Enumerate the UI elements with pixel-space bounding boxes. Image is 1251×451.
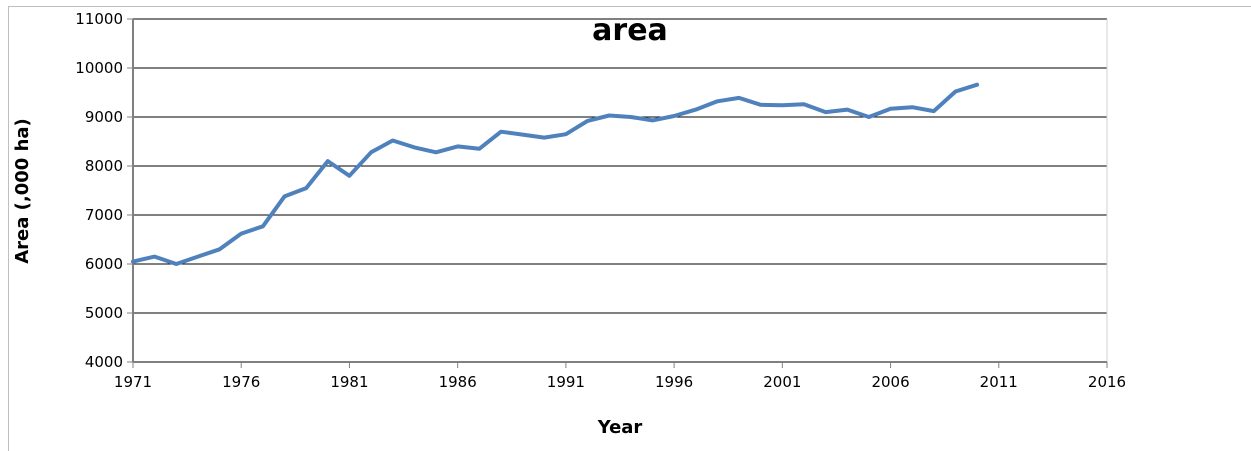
series-lines [131,82,980,266]
tick-labels: 4000 5000 6000 7000 8000 9000 10000 11000 1971 19… [75,10,1126,391]
y-tick-label: 4000 [85,353,123,371]
y-tick-label: 9000 [85,108,123,126]
y-tick-label: 11000 [75,10,123,28]
chart-frame [8,6,1251,451]
x-tick-label: 1991 [547,373,585,391]
x-tick-label: 1981 [330,373,368,391]
x-tick-label: 1986 [439,373,477,391]
y-tick-label: 8000 [85,157,123,175]
x-tick-label: 1996 [655,373,693,391]
y-tick-label: 10000 [75,59,123,77]
grid-lines [133,18,1108,363]
y-tick-label: 5000 [85,304,123,322]
y-tick-label: 6000 [85,255,123,273]
x-tick-label: 1976 [222,373,260,391]
axes [127,18,1108,368]
chart-title: area [592,13,668,48]
x-tick-label: 1971 [114,373,152,391]
x-tick-label: 2016 [1088,373,1126,391]
y-axis-title: Area (,000 ha) [12,118,33,264]
x-axis-title: Year [597,417,643,438]
series-line [131,82,980,266]
x-tick-label: 2001 [763,373,801,391]
x-tick-label: 2006 [871,373,909,391]
y-tick-label: 7000 [85,206,123,224]
x-tick-label: 2011 [980,373,1018,391]
